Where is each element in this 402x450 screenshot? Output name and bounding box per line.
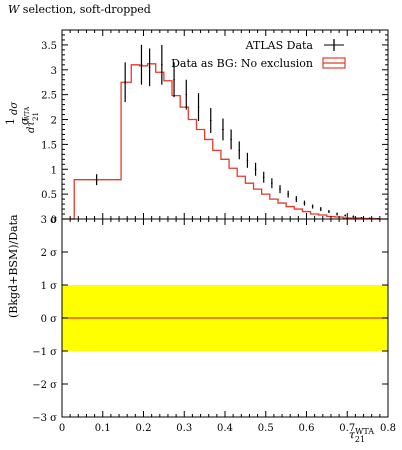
legend-label-mc: Data as BG: No exclusion (171, 56, 313, 70)
data-point (319, 207, 322, 212)
ratio-ytick-label: −3 σ (32, 413, 57, 424)
data-point (238, 141, 241, 160)
data-point (161, 44, 163, 85)
top-ylabel-dtau: dτ (26, 121, 37, 133)
data-point (254, 162, 257, 176)
ratio-ytick-label: 1 σ (41, 281, 58, 292)
top-ytick-label: 3.5 (41, 41, 57, 52)
xtick-label: 0.4 (217, 423, 233, 434)
data-point (295, 196, 298, 203)
data-point (271, 178, 273, 189)
data-point (230, 129, 232, 150)
top-ylabel-1: 1 (4, 118, 17, 125)
data-point (173, 62, 175, 98)
legend-label-data: ATLAS Data (245, 38, 313, 52)
xtick-label: 0.1 (95, 423, 111, 434)
data-point (368, 217, 371, 219)
top-ylabel-sub: 21 (32, 112, 40, 121)
ratio-ytick-label: 3 σ (41, 215, 58, 226)
bottom-ylabel: (Bkgd+BSM)/Data (7, 214, 20, 318)
data-point (311, 204, 314, 209)
data-point (287, 190, 289, 198)
data-point (262, 171, 265, 183)
data-point (95, 174, 98, 186)
xtick-label: 0.8 (380, 423, 396, 434)
top-ylabel-sup: WTA (24, 106, 31, 121)
data-point (279, 185, 281, 194)
ratio-panel: −3 σ−2 σ−1 σ0 σ1 σ2 σ3 σ0 0.1 0.2 0.3 0.4 0.5… (32, 215, 396, 434)
top-ytick-label: 2 (51, 116, 57, 127)
top-ytick-label: 0.5 (41, 190, 57, 201)
data-point (360, 217, 363, 219)
x-axis-label: τ21WTA (349, 427, 384, 444)
ratio-ytick-label: −2 σ (32, 380, 57, 391)
data-point (148, 48, 151, 87)
data-point (328, 210, 330, 214)
legend-item-mc: Data as BG: No exclusion (171, 54, 347, 72)
mc-histogram (62, 63, 388, 220)
top-ylabel: 1 σ dσ dτ 21 WTA (4, 101, 40, 133)
top-ytick-label: 3 (51, 66, 57, 77)
top-ytick-label: 2.5 (41, 91, 57, 102)
data-point (222, 118, 224, 141)
data-point (197, 93, 200, 122)
chart-title-text: selection, soft-dropped (19, 3, 151, 16)
data-point (246, 152, 249, 168)
legend-line-icon (322, 57, 346, 69)
legend: ATLAS Data Data as BG: No exclusion (171, 36, 347, 72)
xtick-label: 0.7 (339, 423, 355, 434)
xtick-label: 0.2 (136, 423, 152, 434)
data-point (185, 79, 188, 110)
data-point (336, 212, 338, 216)
chart-title: W selection, soft-dropped (8, 3, 151, 16)
ratio-ytick-label: 2 σ (41, 248, 58, 259)
data-point (352, 215, 355, 218)
xtick-label: 0.6 (299, 423, 315, 434)
xlabel-sub: 21 (354, 435, 366, 444)
xtick-label: 0.3 (176, 423, 192, 434)
legend-errorbar-icon (324, 39, 344, 51)
top-ytick-label: 1.5 (41, 140, 57, 151)
data-point (209, 108, 212, 133)
xtick-label: 0 (59, 423, 65, 434)
xtick-label: 0.5 (258, 423, 274, 434)
data-point (303, 200, 306, 206)
legend-item-data: ATLAS Data (171, 36, 347, 54)
chart-title-italic: W (8, 3, 20, 16)
ratio-ytick-label: −1 σ (32, 347, 57, 358)
xlabel-sup: WTA (355, 427, 374, 437)
top-ytick-label: 1 (51, 165, 57, 176)
data-point (140, 44, 143, 85)
xlabel-base: τ (348, 428, 355, 442)
top-ytick-label: 0 (51, 215, 57, 226)
data-point (344, 214, 347, 217)
top-ylabel-dsigma: dσ (9, 101, 20, 115)
data-point (124, 62, 126, 103)
ratio-ytick-label: 0 σ (41, 314, 58, 325)
top-ylabel-sigma: σ (18, 117, 31, 125)
